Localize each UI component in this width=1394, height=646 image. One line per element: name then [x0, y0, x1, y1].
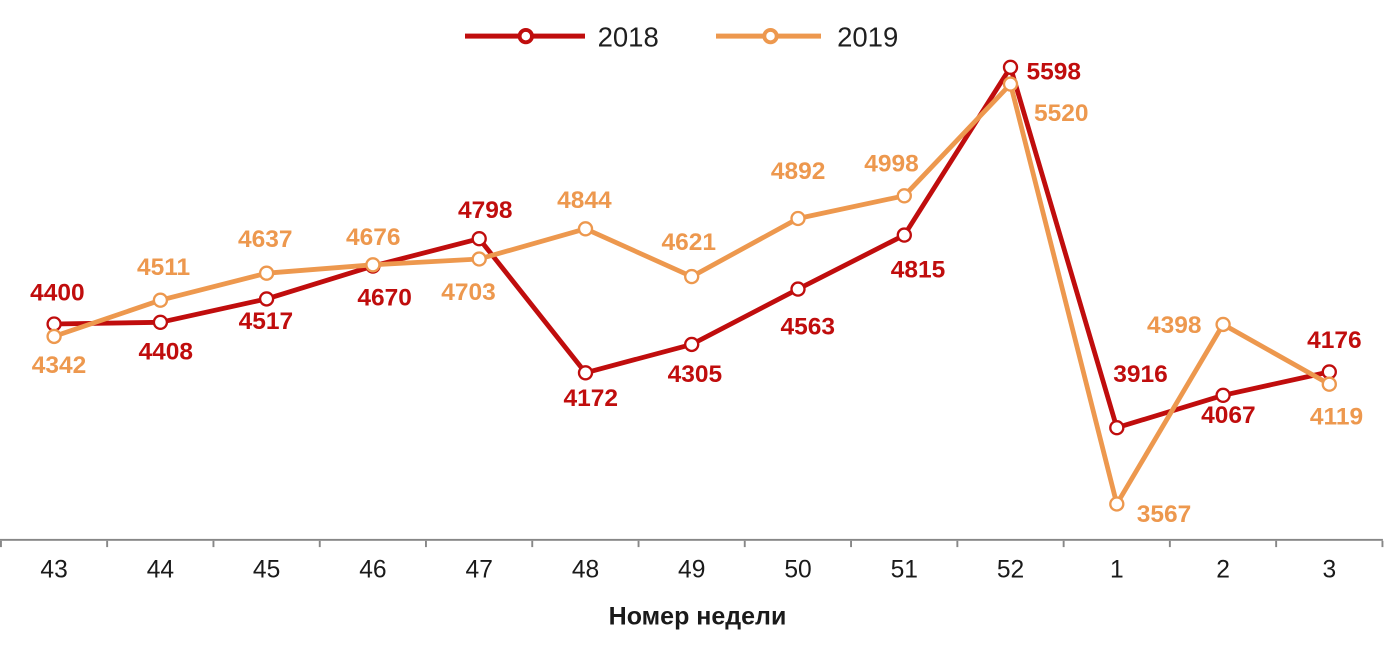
svg-text:44: 44 [147, 557, 174, 584]
svg-text:52: 52 [997, 557, 1024, 584]
svg-text:49: 49 [678, 557, 705, 584]
svg-text:4517: 4517 [239, 308, 294, 335]
svg-text:4172: 4172 [564, 385, 619, 412]
svg-text:4637: 4637 [238, 226, 293, 253]
svg-text:4670: 4670 [357, 284, 412, 311]
svg-text:50: 50 [784, 557, 811, 584]
svg-text:4511: 4511 [137, 254, 190, 281]
svg-text:2: 2 [1216, 557, 1230, 584]
svg-text:4400: 4400 [30, 280, 85, 307]
svg-text:4676: 4676 [346, 224, 401, 251]
svg-text:4621: 4621 [662, 229, 717, 256]
svg-text:3: 3 [1322, 557, 1336, 584]
svg-text:4176: 4176 [1307, 327, 1362, 354]
svg-text:4563: 4563 [780, 314, 835, 341]
svg-text:4798: 4798 [458, 197, 513, 224]
svg-text:2019: 2019 [837, 21, 898, 52]
svg-text:4342: 4342 [32, 352, 87, 379]
svg-text:Номер недели: Номер недели [609, 602, 787, 630]
svg-text:4408: 4408 [139, 338, 194, 365]
svg-text:2018: 2018 [598, 21, 659, 52]
svg-text:4398: 4398 [1147, 312, 1202, 339]
svg-text:51: 51 [891, 557, 918, 584]
svg-text:3567: 3567 [1137, 501, 1192, 528]
svg-text:47: 47 [466, 557, 493, 584]
svg-text:4305: 4305 [668, 361, 723, 388]
svg-text:46: 46 [359, 557, 386, 584]
svg-text:5598: 5598 [1026, 59, 1081, 86]
svg-text:1: 1 [1110, 557, 1124, 584]
svg-text:45: 45 [253, 557, 280, 584]
svg-text:4703: 4703 [441, 279, 496, 306]
svg-text:4844: 4844 [557, 187, 612, 214]
svg-text:48: 48 [572, 557, 599, 584]
svg-text:4119: 4119 [1310, 403, 1363, 430]
svg-text:4892: 4892 [771, 158, 826, 185]
svg-text:4998: 4998 [864, 151, 919, 178]
svg-text:5520: 5520 [1034, 100, 1089, 127]
svg-text:4815: 4815 [891, 256, 946, 283]
svg-text:4067: 4067 [1201, 402, 1256, 429]
svg-text:3916: 3916 [1113, 361, 1168, 388]
svg-text:43: 43 [40, 557, 67, 584]
